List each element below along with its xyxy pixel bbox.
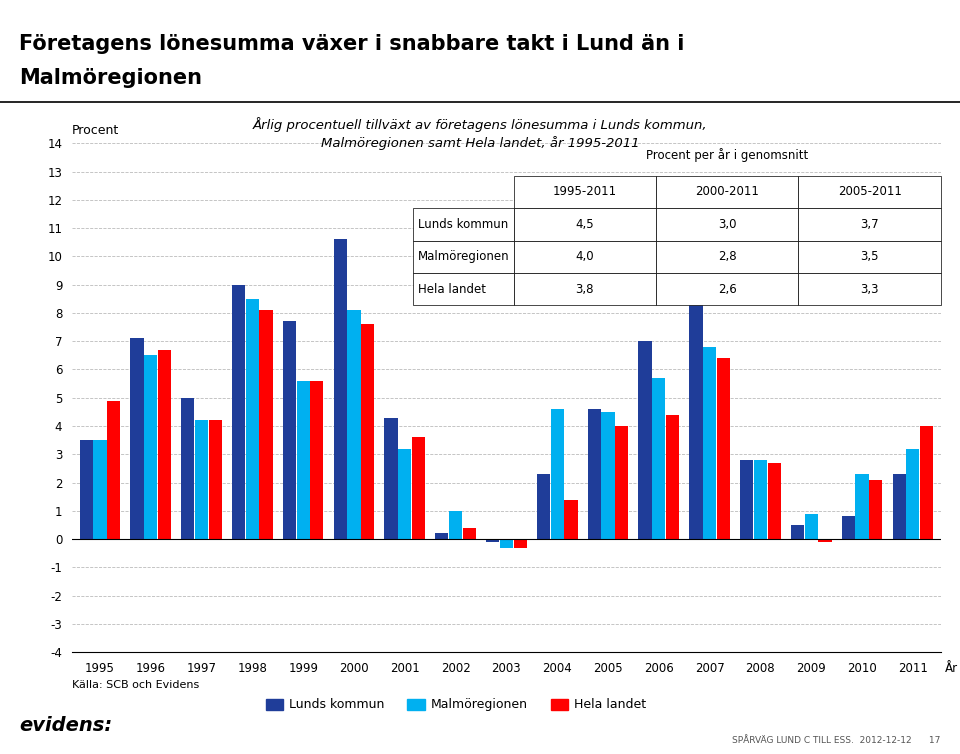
Bar [500,539,513,547]
Bar [906,449,920,539]
Bar [689,276,703,539]
Bar [717,358,730,539]
Bar [398,449,412,539]
Bar [514,539,527,547]
Bar [588,409,601,539]
Bar [157,350,171,539]
Bar [740,460,754,539]
Bar [449,511,462,539]
Bar [638,342,652,539]
Bar [855,474,869,539]
Bar [348,310,361,539]
Text: Procent: Procent [72,124,119,137]
Bar [181,398,195,539]
Bar [384,418,397,539]
Bar [564,500,578,539]
Bar [334,240,347,539]
Bar [703,347,716,539]
Legend: Lunds kommun, Malmöregionen, Hela landet: Lunds kommun, Malmöregionen, Hela landet [260,694,652,716]
Bar [93,440,107,539]
Bar [486,539,499,542]
Bar [601,412,614,539]
Bar [791,525,804,539]
Bar [283,321,296,539]
Bar [80,440,93,539]
Text: Procent per år i genomsnitt: Procent per år i genomsnitt [646,148,808,162]
Bar [259,310,273,539]
Bar [537,474,550,539]
Text: Malmöregionen samt Hela landet, år 1995-2011: Malmöregionen samt Hela landet, år 1995-… [321,136,639,150]
Bar [893,474,905,539]
Bar [754,460,767,539]
Bar [842,516,855,539]
Bar [869,480,882,539]
Bar [297,381,310,539]
Bar [208,421,222,539]
Text: evidens:: evidens: [19,716,112,735]
Bar [131,339,144,539]
Bar [920,426,933,539]
Bar [551,409,564,539]
Bar [246,299,259,539]
Bar [412,437,425,539]
Text: SPÅRVÄG LUND C TILL ESS.  2012-12-12      17: SPÅRVÄG LUND C TILL ESS. 2012-12-12 17 [732,736,941,745]
Bar [195,421,208,539]
Bar [818,539,831,542]
Text: År: År [945,662,958,675]
Bar [144,355,157,539]
Bar [435,534,448,539]
Bar [666,415,679,539]
Bar [310,381,324,539]
Text: Malmöregionen: Malmöregionen [19,68,203,88]
Bar [652,378,665,539]
Bar [108,400,120,539]
Bar [768,463,780,539]
Text: Årlig procentuell tillväxt av företagens lönesumma i Lunds kommun,: Årlig procentuell tillväxt av företagens… [252,117,708,132]
Bar [804,513,818,539]
Bar [463,528,476,539]
Bar [232,285,245,539]
Text: Företagens lönesumma växer i snabbare takt i Lund än i: Företagens lönesumma växer i snabbare ta… [19,34,684,54]
Text: Källa: SCB och Evidens: Källa: SCB och Evidens [72,680,200,690]
Bar [361,324,374,539]
Bar [615,426,629,539]
